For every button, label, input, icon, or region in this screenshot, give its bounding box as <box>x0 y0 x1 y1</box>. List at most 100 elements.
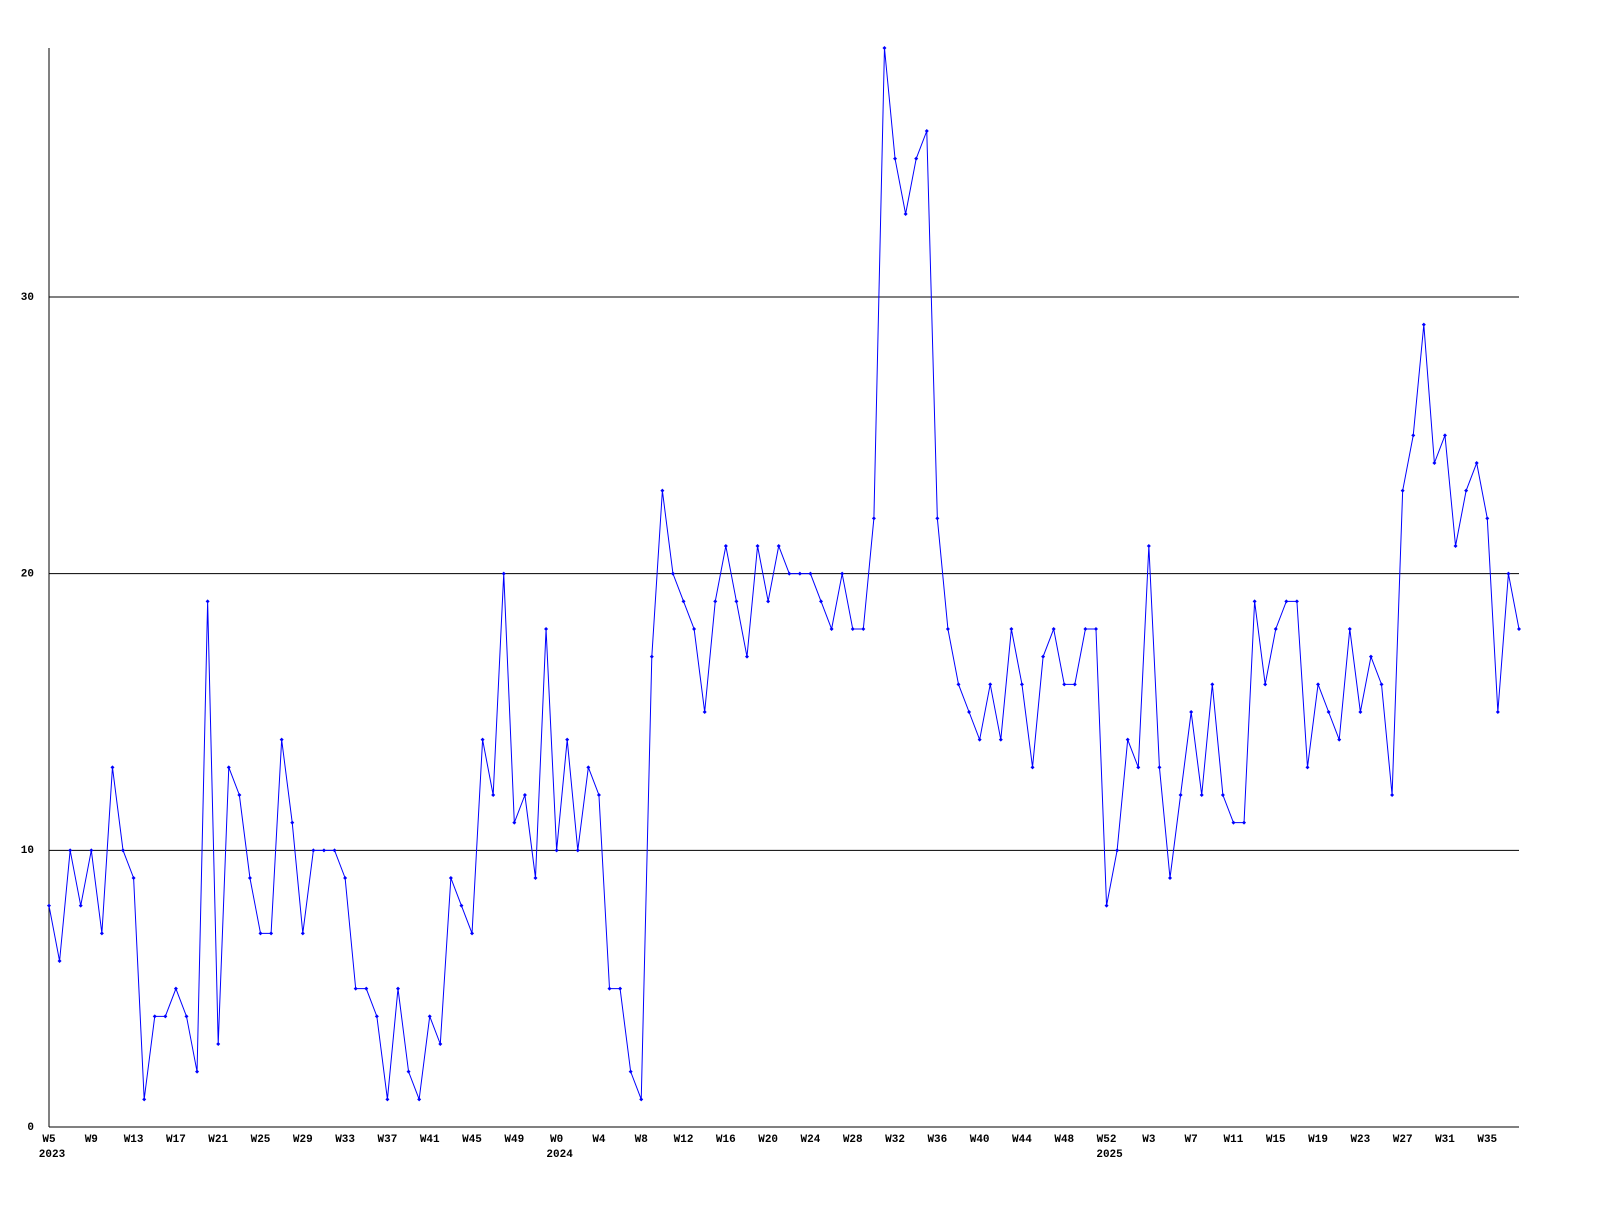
point <box>385 1097 390 1102</box>
point <box>226 765 231 770</box>
point <box>247 876 252 880</box>
point <box>1220 793 1225 797</box>
point <box>702 710 707 714</box>
point <box>607 986 612 991</box>
x-tick-label: W13 <box>124 1134 144 1146</box>
point <box>1041 654 1046 659</box>
x-tick-label: W4 <box>592 1134 606 1146</box>
point <box>565 737 570 742</box>
point <box>195 1069 200 1074</box>
x-tick-label: W3 <box>1142 1134 1156 1146</box>
point <box>618 986 623 991</box>
point <box>1157 765 1162 770</box>
point <box>1442 433 1447 438</box>
point <box>353 986 358 991</box>
point <box>1242 820 1247 825</box>
point <box>343 876 348 880</box>
x-tick-label: W52 <box>1097 1134 1117 1146</box>
x-tick-label: W25 <box>251 1134 271 1146</box>
y-tick-label: 20 <box>21 569 34 581</box>
point <box>364 986 369 991</box>
point <box>1168 876 1173 880</box>
point <box>216 1042 221 1046</box>
x-tick-label: W16 <box>716 1134 736 1146</box>
point <box>374 1014 379 1019</box>
x-year-label: 2025 <box>1096 1149 1123 1161</box>
point <box>290 820 295 825</box>
point <box>988 682 993 687</box>
x-tick-label: W20 <box>758 1134 778 1146</box>
x-tick-label: W11 <box>1224 1134 1244 1146</box>
x-tick-label: W23 <box>1350 1134 1370 1146</box>
point <box>110 765 115 770</box>
point <box>956 682 961 687</box>
point <box>89 848 94 853</box>
x-tick-label: W32 <box>885 1134 905 1146</box>
point <box>744 654 749 659</box>
point <box>1316 682 1321 687</box>
point <box>512 820 517 825</box>
point <box>205 599 210 604</box>
x-tick-label: W40 <box>970 1134 990 1146</box>
point <box>448 876 453 880</box>
point <box>184 1014 189 1019</box>
point <box>850 627 855 631</box>
point <box>903 212 908 216</box>
point <box>1231 820 1236 825</box>
point <box>840 571 845 576</box>
x-year-label: 2023 <box>39 1149 66 1161</box>
point <box>1474 461 1479 465</box>
point <box>628 1069 633 1074</box>
point <box>1178 793 1183 797</box>
point <box>755 544 760 548</box>
x-tick-label: W5 <box>42 1134 56 1146</box>
point <box>311 848 316 853</box>
point <box>1136 765 1141 770</box>
x-tick-label: W12 <box>674 1134 694 1146</box>
point <box>681 599 686 604</box>
point <box>1284 599 1289 604</box>
x-tick-label: W9 <box>85 1134 98 1146</box>
point <box>914 156 919 161</box>
x-tick-label: W37 <box>378 1134 398 1146</box>
point <box>1347 627 1352 631</box>
point <box>1146 544 1151 548</box>
point <box>1432 461 1437 465</box>
point <box>1051 627 1056 631</box>
point <box>544 627 549 631</box>
x-tick-label: W24 <box>801 1134 821 1146</box>
point <box>142 1097 147 1102</box>
point <box>395 986 400 991</box>
point <box>501 571 506 576</box>
point <box>163 1014 168 1019</box>
point <box>967 710 972 714</box>
point <box>1189 710 1194 714</box>
point <box>1083 627 1088 631</box>
line <box>48 47 1520 1100</box>
point <box>152 1014 157 1019</box>
x-tick-label: W29 <box>293 1134 313 1146</box>
x-tick-label: W17 <box>166 1134 186 1146</box>
point <box>78 903 83 908</box>
x-tick-label: W19 <box>1308 1134 1328 1146</box>
point <box>1506 571 1511 576</box>
x-tick-label: W31 <box>1435 1134 1455 1146</box>
x-tick-label: W33 <box>335 1134 355 1146</box>
point <box>649 654 654 659</box>
x-tick-label: W15 <box>1266 1134 1286 1146</box>
point <box>1517 627 1521 631</box>
point <box>575 848 580 853</box>
point <box>797 571 802 576</box>
point <box>713 599 718 604</box>
point <box>279 737 284 742</box>
point <box>596 793 601 797</box>
point <box>1411 433 1416 438</box>
x-tick-label: W49 <box>504 1134 524 1146</box>
point <box>819 599 824 604</box>
point <box>861 627 866 631</box>
point <box>945 627 950 631</box>
point <box>808 571 813 576</box>
x-tick-label: W8 <box>635 1134 649 1146</box>
